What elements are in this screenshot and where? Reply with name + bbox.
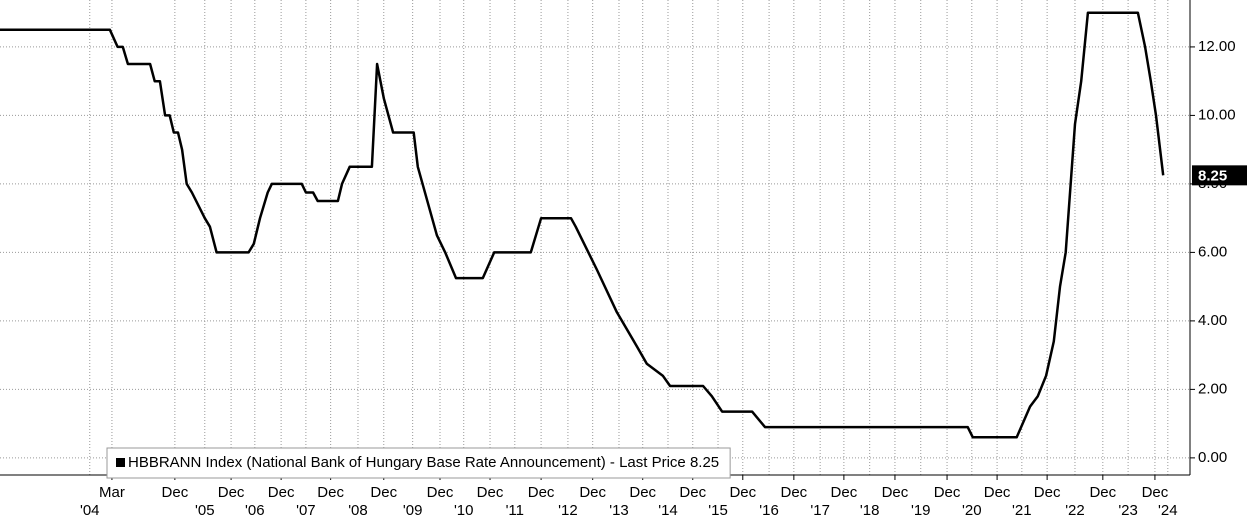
y-tick-label: 10.00 xyxy=(1198,106,1236,123)
x-tick-label: Dec xyxy=(629,484,656,501)
x-year-label: '13 xyxy=(609,502,629,519)
x-year-label: '10 xyxy=(454,502,474,519)
x-year-label: '09 xyxy=(403,502,423,519)
x-year-label: '06 xyxy=(245,502,265,519)
x-tick-label: Dec xyxy=(831,484,858,501)
x-year-label: '08 xyxy=(348,502,368,519)
x-tick-label: Dec xyxy=(882,484,909,501)
x-year-label: '18 xyxy=(860,502,880,519)
x-year-label: '16 xyxy=(759,502,779,519)
x-tick-label: Mar xyxy=(99,484,125,501)
legend-swatch xyxy=(116,458,125,467)
x-year-label: '14 xyxy=(658,502,678,519)
x-tick-label: Dec xyxy=(781,484,808,501)
x-tick-label: Dec xyxy=(679,484,706,501)
last-price-tag xyxy=(1192,165,1247,186)
x-year-label: '19 xyxy=(911,502,931,519)
x-tick-label: Dec xyxy=(268,484,295,501)
legend-box xyxy=(106,447,731,479)
x-tick-label: Dec xyxy=(427,484,454,501)
x-tick-label: Dec xyxy=(162,484,189,501)
x-tick-label: Dec xyxy=(1142,484,1169,501)
x-year-label: '17 xyxy=(810,502,830,519)
x-tick-label: Dec xyxy=(528,484,555,501)
legend-label: HBBRANN Index (National Bank of Hungary … xyxy=(128,454,719,471)
y-tick-label: 0.00 xyxy=(1198,449,1227,466)
x-year-label: '04 xyxy=(80,502,100,519)
x-year-label: '21 xyxy=(1012,502,1032,519)
x-year-label: '07 xyxy=(296,502,316,519)
x-tick-label: Dec xyxy=(477,484,504,501)
data-line xyxy=(0,11,1165,439)
x-year-label: '12 xyxy=(558,502,578,519)
x-year-label: '15 xyxy=(708,502,728,519)
x-year-label: '23 xyxy=(1118,502,1138,519)
x-tick-label: Dec xyxy=(317,484,344,501)
y-tick-label: 2.00 xyxy=(1198,380,1227,397)
y-tick-label: 4.00 xyxy=(1198,312,1227,329)
x-year-label: '22 xyxy=(1065,502,1085,519)
last-price-label: 8.25 xyxy=(1198,167,1227,184)
x-year-label: '24 xyxy=(1158,502,1178,519)
y-tick-label: 12.00 xyxy=(1198,38,1236,55)
x-tick-label: Dec xyxy=(934,484,961,501)
x-year-label: '20 xyxy=(962,502,982,519)
y-tick-label: 6.00 xyxy=(1198,243,1227,260)
x-year-label: '05 xyxy=(195,502,215,519)
x-tick-label: Dec xyxy=(729,484,756,501)
x-tick-label: Dec xyxy=(984,484,1011,501)
x-tick-label: Dec xyxy=(1089,484,1116,501)
x-tick-label: Dec xyxy=(579,484,606,501)
x-tick-label: Dec xyxy=(370,484,397,501)
x-year-label: '11 xyxy=(506,502,524,519)
legend: HBBRANN Index (National Bank of Hungary … xyxy=(106,447,731,479)
x-tick-label: Dec xyxy=(1034,484,1061,501)
x-tick-label: Dec xyxy=(218,484,245,501)
